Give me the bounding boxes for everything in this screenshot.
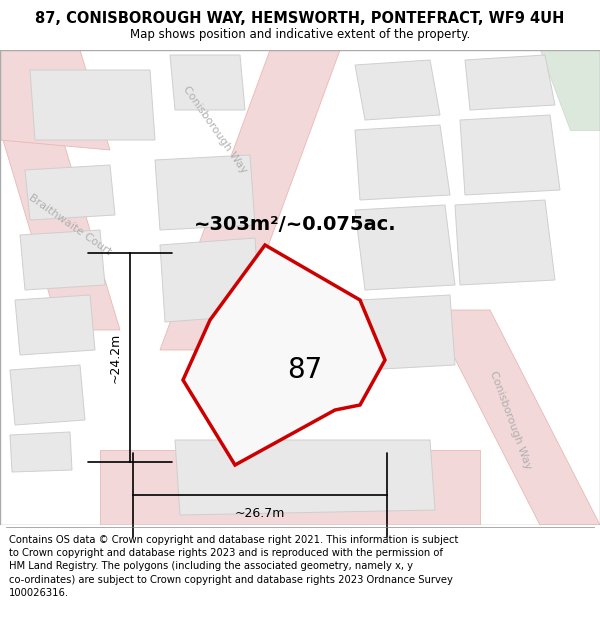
Polygon shape	[355, 125, 450, 200]
Polygon shape	[100, 450, 480, 525]
Polygon shape	[30, 70, 155, 140]
Text: Conisborough Way: Conisborough Way	[488, 369, 532, 471]
Polygon shape	[360, 295, 455, 370]
Text: Map shows position and indicative extent of the property.: Map shows position and indicative extent…	[130, 28, 470, 41]
Polygon shape	[455, 200, 555, 285]
Polygon shape	[0, 130, 120, 330]
Polygon shape	[155, 155, 255, 230]
Polygon shape	[355, 205, 455, 290]
Text: Conisborough Way: Conisborough Way	[181, 84, 249, 176]
Polygon shape	[430, 310, 600, 525]
Text: ~303m²/~0.075ac.: ~303m²/~0.075ac.	[194, 216, 397, 234]
Text: Contains OS data © Crown copyright and database right 2021. This information is : Contains OS data © Crown copyright and d…	[9, 535, 458, 598]
Polygon shape	[10, 432, 72, 472]
Polygon shape	[540, 50, 600, 130]
Polygon shape	[0, 50, 600, 525]
Polygon shape	[175, 440, 435, 515]
Polygon shape	[160, 50, 340, 350]
Polygon shape	[183, 245, 385, 465]
Polygon shape	[10, 365, 85, 425]
Text: 87: 87	[287, 356, 323, 384]
Polygon shape	[170, 55, 245, 110]
Polygon shape	[15, 295, 95, 355]
Polygon shape	[460, 115, 560, 195]
Polygon shape	[25, 165, 115, 220]
Polygon shape	[465, 55, 555, 110]
Polygon shape	[20, 230, 105, 290]
Text: 87, CONISBOROUGH WAY, HEMSWORTH, PONTEFRACT, WF9 4UH: 87, CONISBOROUGH WAY, HEMSWORTH, PONTEFR…	[35, 11, 565, 26]
Polygon shape	[0, 50, 110, 150]
Polygon shape	[160, 238, 260, 322]
Text: ~26.7m: ~26.7m	[235, 507, 285, 520]
Text: Braithwaite Court: Braithwaite Court	[27, 192, 113, 258]
Polygon shape	[355, 60, 440, 120]
Text: ~24.2m: ~24.2m	[109, 332, 122, 382]
